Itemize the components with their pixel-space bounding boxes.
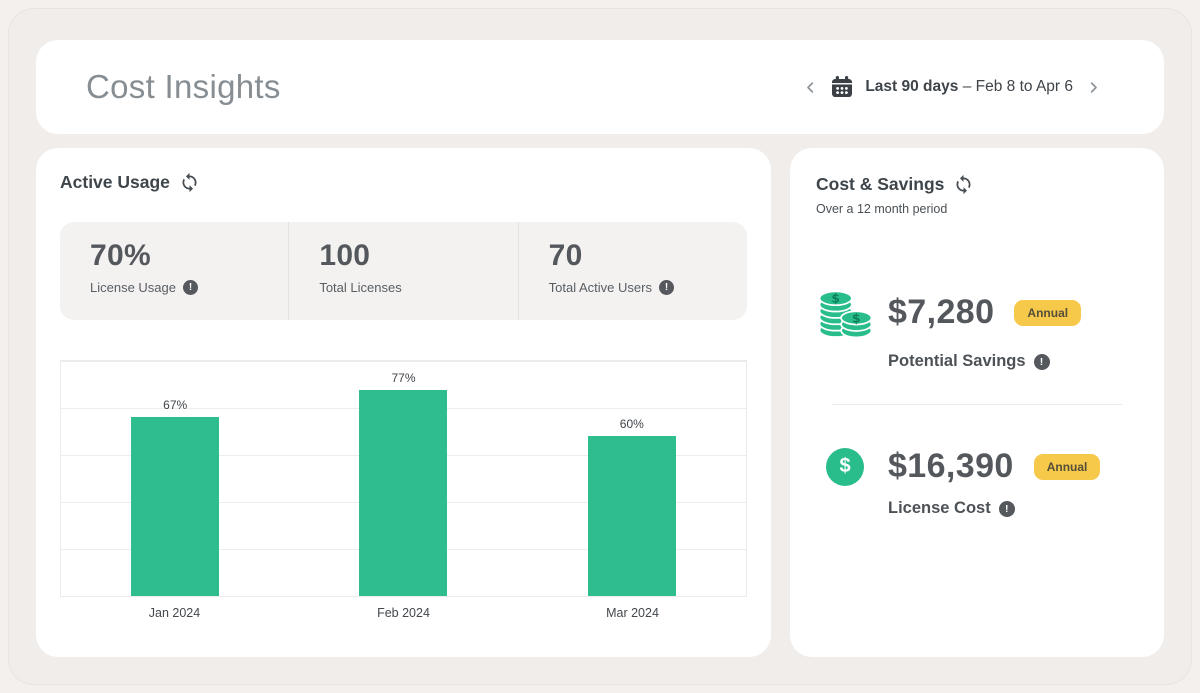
savings-label-text: Potential Savings	[888, 352, 1026, 370]
annual-badge: Annual	[1014, 299, 1082, 326]
stat-total-licenses: 100 Total Licenses	[288, 222, 517, 320]
date-range-label: Last 90 days – Feb 8 to Apr 6	[865, 78, 1073, 96]
usage-chart-plot: 67% 77% 60%	[60, 360, 747, 597]
stat-value: 100	[319, 239, 371, 272]
stat-label-text: Total Licenses	[319, 280, 402, 295]
stat-label: License Usage !	[90, 280, 278, 295]
stat-label: Total Active Users !	[549, 280, 737, 295]
active-usage-refresh-button[interactable]	[179, 172, 200, 193]
refresh-icon	[182, 172, 197, 193]
active-usage-card: Active Usage 70% License Usage ! 100 Tot	[36, 148, 771, 657]
cost-amount: $16,390	[888, 447, 1014, 485]
stat-label: Total Licenses	[319, 280, 507, 295]
header-card: Cost Insights Last 90 days – Feb 8 to Ap…	[36, 40, 1164, 134]
cost-label: License Cost !	[888, 499, 1138, 518]
cost-savings-card: Cost & Savings Over a 12 month period	[790, 148, 1164, 657]
savings-amount: $7,280	[888, 293, 995, 331]
prev-period-button[interactable]	[801, 78, 819, 96]
refresh-icon	[956, 174, 971, 195]
page-title: Cost Insights	[86, 68, 281, 105]
calendar-icon[interactable]	[830, 75, 854, 99]
usage-bar	[131, 417, 220, 596]
dollar-circle-icon: $	[816, 447, 874, 486]
svg-text:$: $	[831, 292, 840, 306]
stat-value: 70%	[90, 239, 151, 272]
x-axis-label: Feb 2024	[377, 606, 430, 620]
info-icon[interactable]: !	[658, 280, 674, 295]
usage-bar	[359, 390, 448, 596]
bar-group: 60%	[518, 361, 746, 596]
usage-stats-summary: 70% License Usage ! 100 Total Licenses 7…	[60, 222, 747, 320]
date-range-dates: – Feb 8 to Apr 6	[962, 78, 1073, 95]
savings-label: Potential Savings !	[888, 352, 1138, 371]
chevron-left-icon	[806, 81, 814, 93]
x-axis-label: Mar 2024	[606, 606, 659, 620]
cost-savings-title: Cost & Savings	[816, 174, 945, 194]
cost-savings-subtitle: Over a 12 month period	[816, 202, 948, 216]
coins-icon: $ $	[816, 286, 874, 339]
usage-chart-x-axis: Jan 2024 Feb 2024 Mar 2024	[60, 606, 747, 620]
stat-label-text: Total Active Users	[548, 280, 652, 295]
potential-savings-item: $ $ $7,280 Annual Potential Savin	[816, 286, 1138, 371]
stat-label-text: License Usage	[90, 280, 176, 295]
usage-bar	[587, 435, 676, 596]
info-icon[interactable]: !	[998, 500, 1015, 517]
date-range-preset: Last 90 days	[865, 78, 959, 95]
info-icon[interactable]: !	[1033, 353, 1050, 370]
section-divider	[832, 404, 1122, 405]
bar-value-label: 67%	[163, 398, 188, 413]
bar-group: 77%	[289, 361, 517, 596]
next-period-button[interactable]	[1084, 78, 1102, 96]
bar-value-label: 60%	[619, 416, 644, 431]
bar-value-label: 77%	[391, 371, 416, 386]
usage-bar-chart: 67% 77% 60% Jan 2024 Feb 2024 Mar 2024	[60, 360, 747, 620]
cost-label-text: License Cost	[888, 499, 991, 517]
stat-license-usage: 70% License Usage !	[60, 222, 288, 320]
annual-badge: Annual	[1033, 453, 1101, 480]
active-usage-title: Active Usage	[60, 172, 170, 192]
license-cost-item: $ $16,390 Annual License Cost !	[816, 447, 1138, 518]
chevron-right-icon	[1090, 81, 1097, 93]
date-range-picker[interactable]: Last 90 days – Feb 8 to Apr 6	[801, 75, 1102, 99]
info-icon[interactable]: !	[183, 280, 198, 295]
bar-group: 67%	[61, 361, 289, 596]
page-frame: Cost Insights Last 90 days – Feb 8 to Ap…	[8, 8, 1192, 685]
svg-text:$: $	[852, 311, 861, 325]
stat-value: 70	[548, 239, 583, 272]
cost-savings-refresh-button[interactable]	[953, 174, 974, 195]
x-axis-label: Jan 2024	[148, 606, 201, 620]
stat-total-active-users: 70 Total Active Users !	[517, 222, 747, 320]
